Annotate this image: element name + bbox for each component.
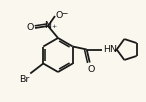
Text: Br: Br (19, 74, 29, 84)
Text: O: O (56, 12, 63, 21)
Text: O: O (27, 23, 34, 33)
Text: −: − (61, 9, 68, 18)
Text: O: O (87, 64, 94, 74)
Text: +: + (52, 23, 57, 28)
Text: HN: HN (103, 45, 117, 54)
Text: N: N (45, 22, 52, 30)
